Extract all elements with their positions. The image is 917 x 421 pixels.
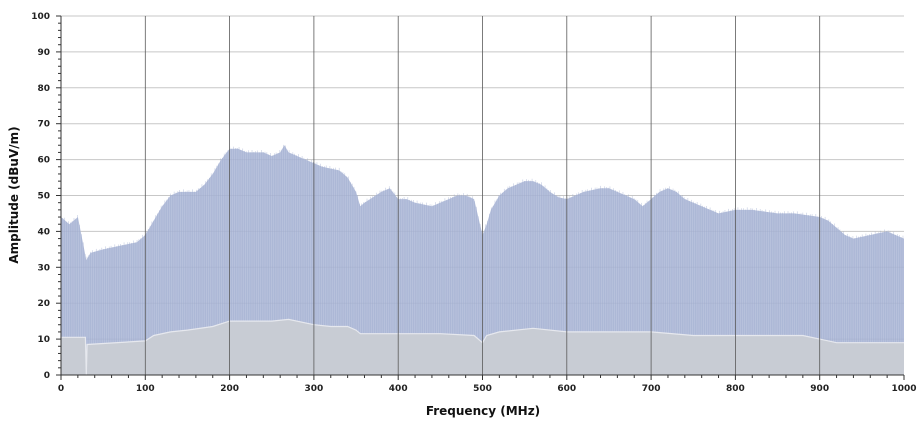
x-tick-label: 200 bbox=[220, 384, 239, 394]
x-tick-label: 500 bbox=[473, 384, 492, 394]
x-tick-label: 900 bbox=[810, 384, 829, 394]
x-tick-label: 700 bbox=[642, 384, 661, 394]
y-tick-label: 20 bbox=[37, 299, 50, 309]
x-tick-label: 400 bbox=[389, 384, 408, 394]
x-axis-title: Frequency (MHz) bbox=[426, 404, 540, 418]
y-axis-ticks: 0 10 20 30 40 50 60 70 80 90 100 bbox=[31, 12, 50, 381]
series-layer bbox=[60, 16, 904, 376]
v-gridlines bbox=[144, 16, 821, 375]
x-tick-label: 0 bbox=[58, 384, 64, 394]
x-axis-ticks: 0 100 200 300 400 500 600 700 800 900 1000 bbox=[58, 384, 917, 394]
y-tick-label: 50 bbox=[37, 192, 50, 202]
y-tick-label: 60 bbox=[37, 156, 50, 166]
x-tick-label: 600 bbox=[557, 384, 576, 394]
x-tick-label: 800 bbox=[726, 384, 745, 394]
y-tick-label: 100 bbox=[31, 12, 50, 22]
y-tick-label: 80 bbox=[37, 84, 50, 94]
y-tick-label: 90 bbox=[37, 48, 50, 58]
y-tick-label: 10 bbox=[37, 335, 50, 345]
y-tick-label: 40 bbox=[37, 227, 50, 237]
x-tick-label: 1000 bbox=[891, 384, 916, 394]
y-tick-label: 30 bbox=[37, 263, 50, 273]
y-tick-label: 70 bbox=[37, 120, 50, 130]
y-axis-title: Amplitude (dBuV/m) bbox=[7, 126, 21, 263]
y-tick-label: 0 bbox=[44, 371, 50, 381]
x-tick-label: 100 bbox=[136, 384, 155, 394]
x-tick-label: 300 bbox=[305, 384, 324, 394]
axes bbox=[56, 15, 905, 380]
series-line bbox=[61, 318, 904, 376]
